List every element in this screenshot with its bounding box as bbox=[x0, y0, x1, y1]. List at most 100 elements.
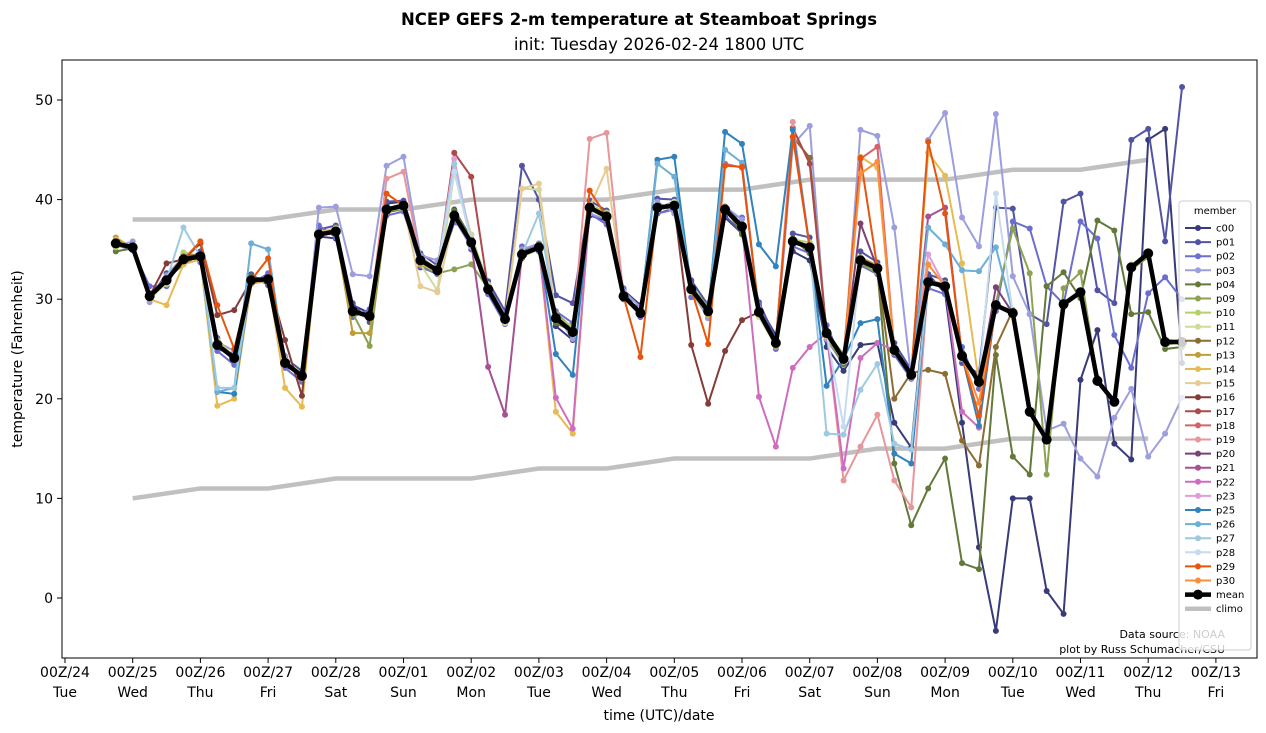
y-tick-label: 40 bbox=[35, 193, 53, 209]
data-point-mean bbox=[263, 274, 274, 285]
x-tick-label-time: 00Z/06 bbox=[717, 665, 767, 681]
data-point-mean bbox=[432, 265, 443, 276]
data-point-p23 bbox=[925, 251, 932, 258]
data-point-p03 bbox=[975, 243, 982, 250]
data-point-mean bbox=[720, 204, 731, 215]
data-point-c00 bbox=[992, 627, 999, 634]
data-point-mean bbox=[1007, 308, 1018, 319]
data-point-mean bbox=[1126, 262, 1137, 273]
data-point-p09 bbox=[366, 343, 373, 350]
data-point-p01 bbox=[1077, 190, 1084, 197]
legend-label-p19: p19 bbox=[1216, 435, 1235, 446]
legend-label-mean: mean bbox=[1216, 590, 1244, 601]
data-point-p03 bbox=[942, 109, 949, 116]
legend-label-p14: p14 bbox=[1216, 365, 1235, 376]
legend-label-p29: p29 bbox=[1216, 562, 1235, 573]
legend-title: member bbox=[1194, 206, 1237, 217]
data-point-c00 bbox=[840, 367, 847, 374]
data-point-p29 bbox=[705, 341, 712, 348]
data-point-mean bbox=[195, 251, 206, 262]
legend-entry-p21: p21 bbox=[1185, 463, 1235, 474]
x-tick-label-time: 00Z/08 bbox=[852, 665, 902, 681]
data-point-mean bbox=[415, 255, 426, 266]
legend-label-p09: p09 bbox=[1216, 294, 1235, 305]
data-point-p03 bbox=[383, 162, 390, 169]
data-point-mean bbox=[618, 291, 629, 302]
legend-label-p26: p26 bbox=[1216, 520, 1235, 531]
data-point-p04 bbox=[891, 460, 898, 467]
data-point-p04 bbox=[959, 560, 966, 567]
data-point-mean bbox=[821, 328, 832, 339]
data-point-p03 bbox=[315, 204, 322, 211]
data-point-c00 bbox=[1111, 440, 1118, 447]
legend-marker-p23 bbox=[1195, 492, 1201, 499]
data-point-p02 bbox=[1077, 218, 1084, 225]
data-point-p26 bbox=[925, 224, 932, 231]
data-point-p27 bbox=[823, 430, 830, 437]
data-point-p22 bbox=[569, 425, 576, 432]
data-point-mean bbox=[550, 313, 561, 324]
data-point-p01 bbox=[1128, 136, 1135, 143]
legend-marker-p25 bbox=[1195, 507, 1201, 513]
data-point-p22 bbox=[552, 394, 559, 401]
data-point-p04 bbox=[1009, 453, 1016, 460]
data-point-p04 bbox=[1145, 309, 1152, 316]
data-point-p04 bbox=[1060, 269, 1067, 276]
legend-entry-p04: p04 bbox=[1185, 280, 1235, 291]
data-point-mean bbox=[787, 236, 798, 247]
chart-subtitle: init: Tuesday 2026-02-24 1800 UTC bbox=[514, 35, 804, 54]
data-point-mean bbox=[144, 291, 155, 302]
data-point-p14 bbox=[163, 302, 170, 309]
data-point-p29 bbox=[265, 255, 272, 262]
legend-entry-p29: p29 bbox=[1185, 562, 1235, 573]
legend-marker-p18 bbox=[1195, 422, 1201, 429]
data-point-p01 bbox=[1094, 287, 1101, 294]
data-point-p20 bbox=[992, 284, 999, 291]
legend-marker-p19 bbox=[1195, 436, 1201, 443]
data-point-p04 bbox=[975, 566, 982, 573]
data-point-p16 bbox=[722, 347, 729, 354]
data-point-p26 bbox=[975, 268, 982, 275]
legend-entry-p26: p26 bbox=[1185, 520, 1235, 531]
data-point-p09 bbox=[1026, 270, 1033, 277]
data-point-c00 bbox=[1094, 327, 1101, 334]
data-point-p16 bbox=[231, 307, 238, 314]
legend-entry-c00: c00 bbox=[1185, 224, 1234, 235]
data-point-p01 bbox=[1009, 205, 1016, 212]
data-point-p17 bbox=[451, 149, 458, 156]
data-point-p29 bbox=[197, 238, 204, 245]
x-tick-label-day: Fri bbox=[1208, 685, 1225, 701]
data-point-p26 bbox=[265, 246, 272, 253]
legend-marker-p16 bbox=[1195, 394, 1201, 401]
x-tick-label-day: Sat bbox=[324, 685, 347, 701]
x-tick-label-day: Sat bbox=[798, 685, 821, 701]
legend-label-p12: p12 bbox=[1216, 336, 1235, 347]
data-point-p14 bbox=[552, 408, 559, 415]
data-point-mean bbox=[973, 376, 984, 387]
climo-low-line bbox=[132, 436, 1149, 501]
legend-entry-p17: p17 bbox=[1185, 407, 1235, 418]
legend-label-p04: p04 bbox=[1216, 280, 1235, 291]
data-point-c00 bbox=[1009, 495, 1016, 502]
data-point-p16 bbox=[163, 260, 170, 267]
legend-entry-p22: p22 bbox=[1185, 477, 1235, 488]
data-point-p19 bbox=[400, 168, 407, 175]
data-point-p04 bbox=[1128, 311, 1135, 318]
data-point-p02 bbox=[1111, 332, 1118, 339]
data-point-p26 bbox=[959, 267, 966, 274]
data-point-mean bbox=[957, 350, 968, 361]
legend-entry-p19: p19 bbox=[1185, 435, 1235, 446]
data-point-p25 bbox=[671, 153, 678, 160]
data-point-p26 bbox=[992, 244, 999, 251]
legend-marker-p30 bbox=[1195, 577, 1201, 584]
data-point-p03 bbox=[806, 122, 813, 129]
series-line-mean bbox=[115, 203, 1183, 442]
data-point-p22 bbox=[959, 408, 966, 415]
data-point-p01 bbox=[552, 292, 559, 299]
y-tick-label: 50 bbox=[35, 93, 53, 109]
data-point-p01 bbox=[1060, 198, 1067, 205]
data-point-p03 bbox=[332, 203, 339, 210]
x-tick-label-day: Fri bbox=[734, 685, 751, 701]
data-point-p09 bbox=[1043, 471, 1050, 478]
data-point-mean bbox=[483, 284, 494, 295]
